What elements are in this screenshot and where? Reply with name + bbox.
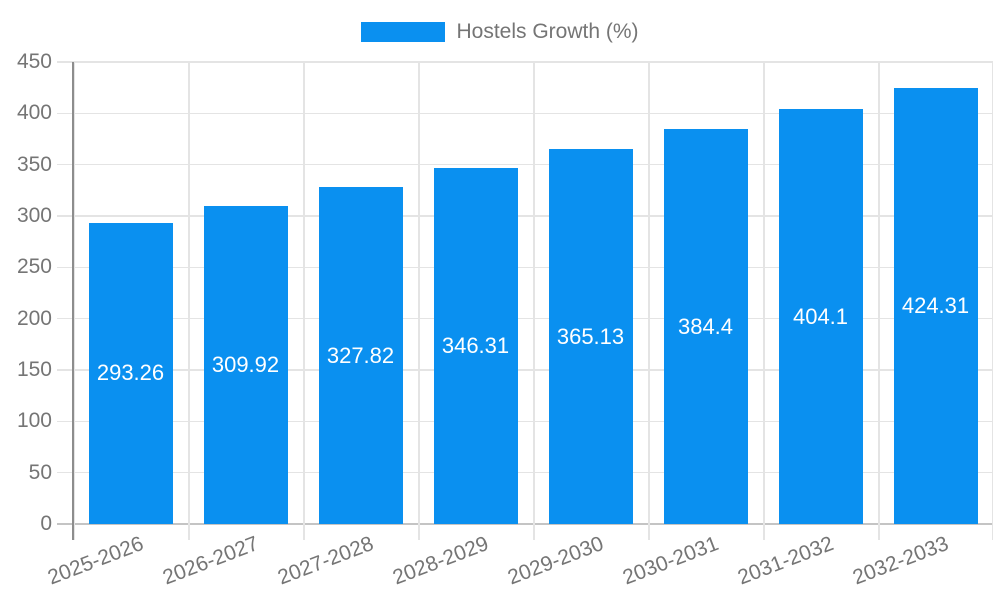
y-gridline xyxy=(57,369,993,371)
bar-2030-2031[interactable]: 384.4 xyxy=(663,129,748,524)
x-gridline xyxy=(303,62,305,540)
legend: Hostels Growth (%) xyxy=(0,20,1000,44)
x-gridline xyxy=(648,62,650,540)
bar-value-label: 365.13 xyxy=(556,323,625,349)
bar-2032-2033[interactable]: 424.31 xyxy=(893,88,978,524)
x-axis-tick-label: 2029-2030 xyxy=(504,532,607,590)
y-gridline xyxy=(57,215,993,217)
y-gridline xyxy=(57,266,993,269)
y-gridline xyxy=(57,163,993,166)
legend-label: Hostels Growth (%) xyxy=(456,20,639,43)
x-gridline xyxy=(73,62,75,540)
bar-2026-2027[interactable]: 309.92 xyxy=(203,205,288,524)
y-axis-line xyxy=(71,62,74,540)
x-gridline xyxy=(763,62,765,540)
bar-2027-2028[interactable]: 327.82 xyxy=(318,187,403,524)
bar-2029-2030[interactable]: 365.13 xyxy=(548,149,633,524)
y-axis-tick-label: 200 xyxy=(16,306,52,330)
y-axis-tick-label: 350 xyxy=(16,152,52,176)
x-gridline xyxy=(991,62,993,540)
bar-2025-2026[interactable]: 293.26 xyxy=(88,222,173,524)
x-axis-tick-label: 2031-2032 xyxy=(734,532,837,590)
y-axis-tick-label: 50 xyxy=(28,460,52,484)
bar-2028-2029[interactable]: 346.31 xyxy=(433,168,518,524)
x-gridline xyxy=(188,62,190,540)
x-axis-tick-label: 2030-2031 xyxy=(619,532,722,590)
y-gridline xyxy=(57,420,993,423)
bar-value-label: 424.31 xyxy=(901,293,970,319)
y-axis-tick-label: 400 xyxy=(16,101,52,125)
legend-swatch xyxy=(361,22,446,42)
x-axis-tick-label: 2028-2029 xyxy=(389,532,492,590)
y-gridline xyxy=(57,523,993,525)
y-axis-tick-label: 0 xyxy=(40,512,52,535)
x-axis-tick-label: 2027-2028 xyxy=(274,532,377,590)
bar-value-label: 309.92 xyxy=(211,351,280,377)
y-axis-tick-label: 250 xyxy=(16,255,52,279)
y-gridline xyxy=(57,471,993,474)
y-axis-tick-label: 100 xyxy=(16,409,52,433)
x-axis-tick-label: 2026-2027 xyxy=(159,532,262,590)
bar-value-label: 404.1 xyxy=(792,303,849,329)
y-gridline xyxy=(57,317,993,320)
x-gridline xyxy=(878,62,880,540)
bar-value-label: 327.82 xyxy=(326,342,395,368)
y-axis-tick-label: 150 xyxy=(16,358,52,381)
y-gridline xyxy=(57,112,993,115)
x-axis-tick-label: 2025-2026 xyxy=(44,532,147,590)
bar-value-label: 346.31 xyxy=(441,333,510,359)
x-gridline xyxy=(418,62,420,540)
y-gridline xyxy=(57,61,993,63)
y-axis-tick-label: 450 xyxy=(16,50,52,73)
x-axis-tick-label: 2032-2033 xyxy=(849,532,952,590)
bar-value-label: 293.26 xyxy=(96,360,165,386)
bar-value-label: 384.4 xyxy=(677,313,734,339)
bar-2031-2032[interactable]: 404.1 xyxy=(778,109,863,524)
y-axis-tick-label: 300 xyxy=(16,204,52,227)
x-gridline xyxy=(533,62,535,540)
plot-area: 293.26 309.92 327.82 346.31 365.13 384.4 404.1… xyxy=(57,61,993,540)
